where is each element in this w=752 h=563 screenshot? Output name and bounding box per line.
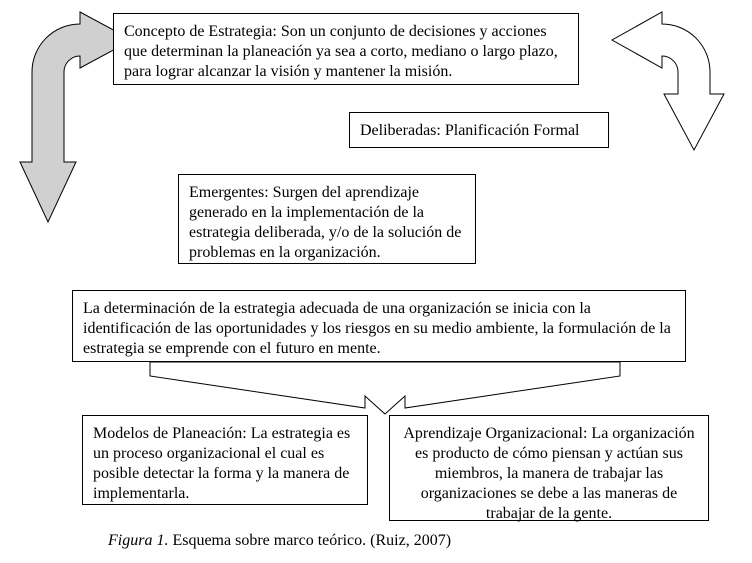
right-curved-arrow-icon <box>600 12 730 157</box>
box-modelos: Modelos de Planeación: La estrategia es … <box>82 415 368 505</box>
down-split-arrow-path <box>150 362 620 414</box>
figure-caption-text: Esquema sobre marco teórico. (Ruiz, 2007… <box>168 532 451 549</box>
down-split-arrow-icon <box>150 362 620 414</box>
box-concepto: Concepto de Estrategia: Son un conjunto … <box>113 13 579 85</box>
box-emergentes: Emergentes: Surgen del aprendizaje gener… <box>178 174 476 264</box>
diagram-canvas: Concepto de Estrategia: Son un conjunto … <box>0 0 752 563</box>
right-curved-arrow-path <box>612 12 724 150</box>
figure-caption: Figura 1. Esquema sobre marco teórico. (… <box>108 532 451 550</box>
box-aprendizaje: Aprendizaje Organizacional: La organizac… <box>389 415 709 521</box>
box-determinacion: La determinación de la estrategia adecua… <box>72 290 686 362</box>
figure-label: Figura 1. <box>108 532 168 549</box>
box-deliberadas: Deliberadas: Planificación Formal <box>349 112 609 148</box>
